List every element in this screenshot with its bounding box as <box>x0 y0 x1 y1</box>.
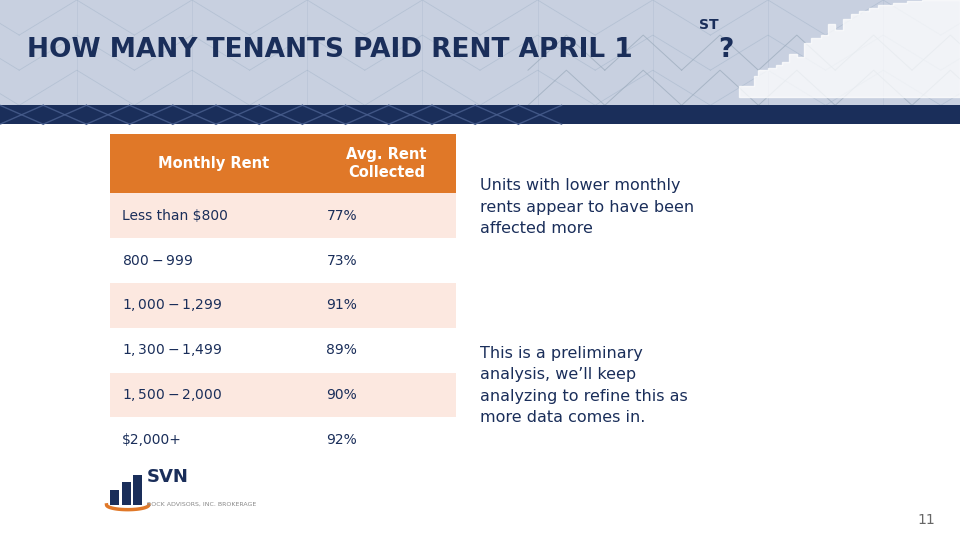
Text: Avg. Rent
Collected: Avg. Rent Collected <box>347 147 426 180</box>
Bar <box>317 283 456 328</box>
Bar <box>110 238 317 283</box>
Text: 89%: 89% <box>326 343 357 357</box>
Text: 11: 11 <box>918 512 935 526</box>
Bar <box>317 328 456 373</box>
Text: Units with lower monthly
rents appear to have been
affected more: Units with lower monthly rents appear to… <box>480 178 694 237</box>
Bar <box>317 134 456 193</box>
Text: 90%: 90% <box>326 388 357 402</box>
Text: $800-$999: $800-$999 <box>122 254 193 267</box>
Bar <box>110 283 317 328</box>
Text: $1,500-$2,000: $1,500-$2,000 <box>122 387 222 403</box>
Text: $2,000+: $2,000+ <box>122 433 181 447</box>
Bar <box>110 134 317 193</box>
Text: ?: ? <box>718 37 733 63</box>
Bar <box>110 373 317 417</box>
Bar <box>122 482 131 505</box>
Bar <box>317 417 456 462</box>
Bar <box>317 238 456 283</box>
Bar <box>110 328 317 373</box>
Text: $1,300-$1,499: $1,300-$1,499 <box>122 342 222 358</box>
Bar <box>0 0 960 105</box>
Bar <box>110 490 119 505</box>
Text: ST: ST <box>699 18 718 31</box>
Text: SVN: SVN <box>147 468 189 486</box>
Text: 91%: 91% <box>326 299 357 312</box>
Bar <box>110 193 317 238</box>
Text: HOW MANY TENANTS PAID RENT APRIL 1: HOW MANY TENANTS PAID RENT APRIL 1 <box>27 37 633 63</box>
Text: 73%: 73% <box>326 254 357 267</box>
Bar <box>0 105 960 124</box>
Text: Monthly Rent: Monthly Rent <box>158 156 269 171</box>
Bar <box>317 373 456 417</box>
Text: This is a preliminary
analysis, we’ll keep
analyzing to refine this as
more data: This is a preliminary analysis, we’ll ke… <box>480 346 687 426</box>
Text: $1,000-$1,299: $1,000-$1,299 <box>122 298 222 313</box>
Bar <box>133 475 142 505</box>
Bar <box>110 417 317 462</box>
Text: ROCK ADVISORS, INC. BROKERAGE: ROCK ADVISORS, INC. BROKERAGE <box>147 502 256 507</box>
Polygon shape <box>739 0 960 97</box>
Text: Less than $800: Less than $800 <box>122 209 228 222</box>
Bar <box>317 193 456 238</box>
Text: 92%: 92% <box>326 433 357 447</box>
Text: 77%: 77% <box>326 209 357 222</box>
